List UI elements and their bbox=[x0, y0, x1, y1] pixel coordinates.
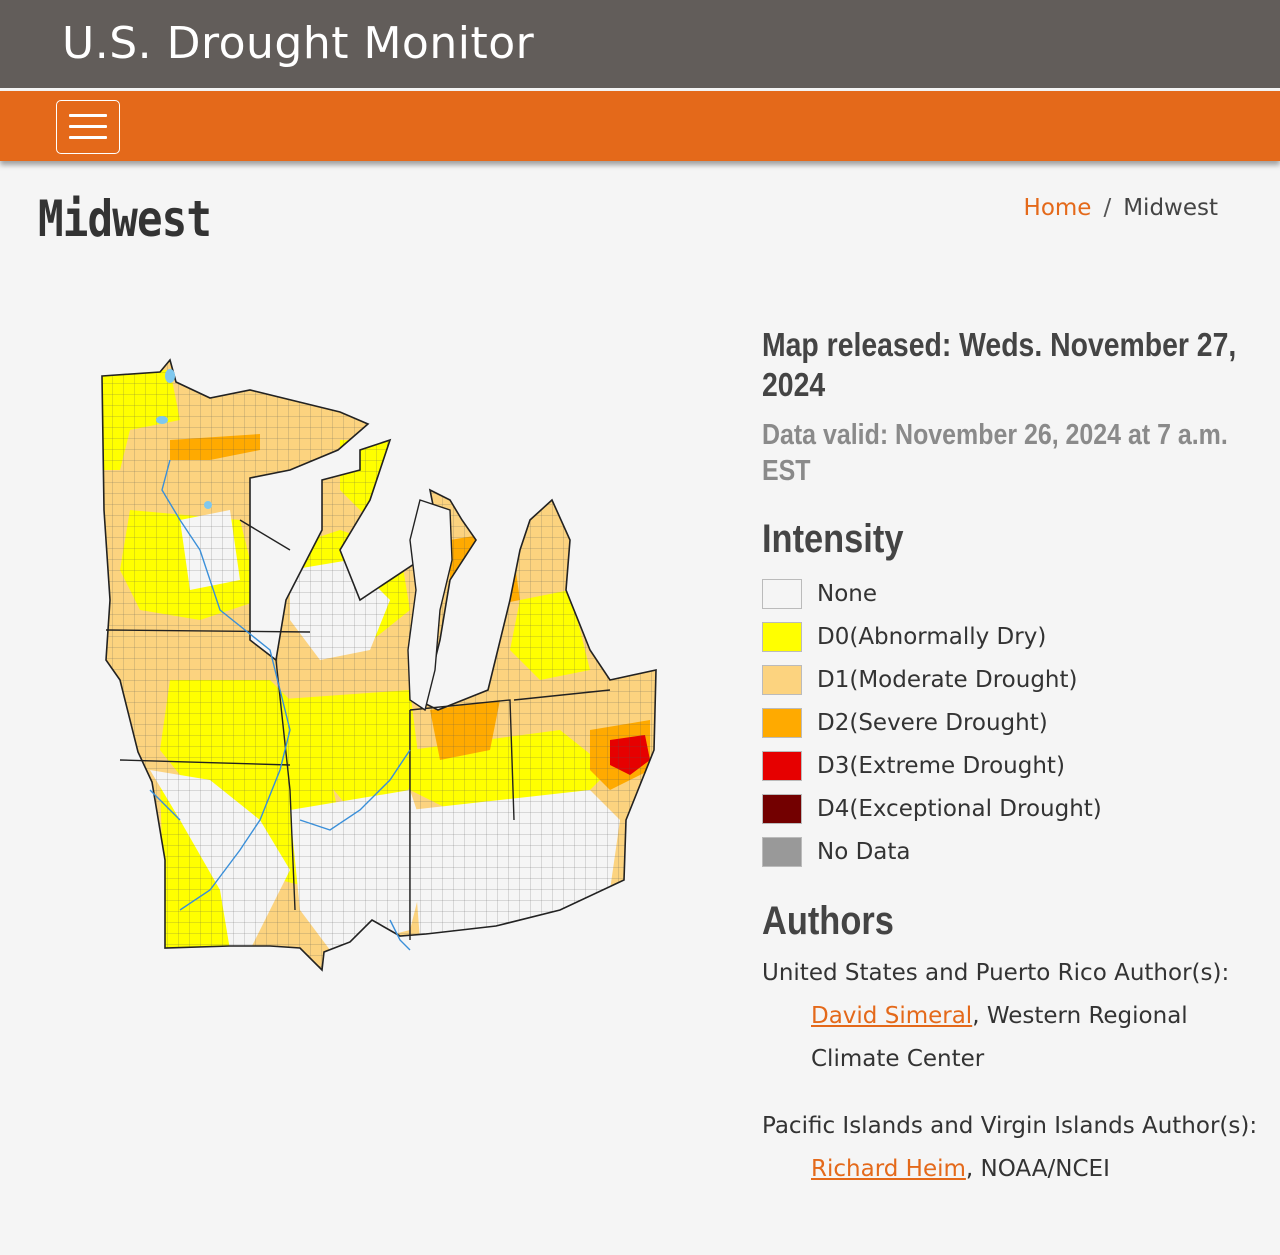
legend-desc: (Severe Drought) bbox=[849, 709, 1048, 736]
site-header: U.S. Drought Monitor bbox=[0, 0, 1280, 88]
author-link-richard-heim[interactable]: Richard Heim bbox=[811, 1156, 966, 1182]
legend-desc: (Extreme Drought) bbox=[849, 752, 1065, 779]
breadcrumb-separator: / bbox=[1103, 195, 1112, 221]
legend-item-d1: D1 (Moderate Drought) bbox=[762, 658, 1262, 701]
map-info-panel: Map released: Weds. November 27, 2024 Da… bbox=[762, 325, 1262, 1191]
hamburger-menu-icon[interactable] bbox=[56, 100, 120, 154]
legend-desc: (Moderate Drought) bbox=[849, 666, 1078, 693]
legend-code: D3 bbox=[817, 752, 850, 779]
legend-desc: (Exceptional Drought) bbox=[849, 795, 1102, 822]
legend-desc: (Abnormally Dry) bbox=[849, 623, 1047, 650]
legend-swatch-d0 bbox=[762, 621, 802, 652]
legend-item-none: None bbox=[762, 572, 1262, 615]
breadcrumb-home-link[interactable]: Home bbox=[1023, 195, 1092, 221]
intensity-heading: Intensity bbox=[762, 517, 904, 561]
legend-swatch-d4 bbox=[762, 793, 802, 824]
legend-item-d2: D2 (Severe Drought) bbox=[762, 701, 1262, 744]
authors-group-pacific: Pacific Islands and Virgin Islands Autho… bbox=[762, 1105, 1262, 1191]
map-released-text: Map released: Weds. November 27, 2024 bbox=[762, 326, 1237, 403]
author-link-david-simeral[interactable]: David Simeral bbox=[811, 1003, 973, 1029]
legend-item-d0: D0 (Abnormally Dry) bbox=[762, 615, 1262, 658]
legend-code: D0 bbox=[817, 623, 850, 650]
legend-item-d3: D3 (Extreme Drought) bbox=[762, 744, 1262, 787]
drought-map[interactable] bbox=[90, 350, 690, 990]
drought-map-graphic bbox=[101, 359, 657, 971]
breadcrumb-current: Midwest bbox=[1123, 195, 1218, 221]
legend-swatch-d2 bbox=[762, 707, 802, 738]
legend-label: None bbox=[817, 580, 878, 607]
authors-heading: Authors bbox=[762, 899, 894, 943]
legend-swatch-none bbox=[762, 578, 802, 609]
breadcrumb: Home / Midwest bbox=[1024, 195, 1218, 221]
intensity-legend: None D0 (Abnormally Dry) D1 (Moderate Dr… bbox=[762, 572, 1262, 873]
legend-item-d4: D4 (Exceptional Drought) bbox=[762, 787, 1262, 830]
legend-swatch-d1 bbox=[762, 664, 802, 695]
authors-group-label: Pacific Islands and Virgin Islands Autho… bbox=[762, 1113, 1258, 1139]
legend-code: D4 bbox=[817, 795, 850, 822]
legend-label: No Data bbox=[817, 838, 911, 865]
legend-code: D1 bbox=[817, 666, 850, 693]
author-entry: Richard Heim, NOAA/NCEI bbox=[762, 1148, 1262, 1191]
legend-swatch-no-data bbox=[762, 836, 802, 867]
navbar bbox=[0, 91, 1280, 161]
legend-swatch-d3 bbox=[762, 750, 802, 781]
legend-item-no-data: No Data bbox=[762, 830, 1262, 873]
authors-group-us: United States and Puerto Rico Author(s):… bbox=[762, 952, 1262, 1081]
author-affiliation: , NOAA/NCEI bbox=[965, 1156, 1110, 1182]
author-affiliation: , Western Regional Climate Center bbox=[811, 1003, 1188, 1072]
authors-group-label: United States and Puerto Rico Author(s): bbox=[762, 960, 1230, 986]
site-title[interactable]: U.S. Drought Monitor bbox=[62, 18, 535, 69]
legend-code: D2 bbox=[817, 709, 850, 736]
data-valid-text: Data valid: November 26, 2024 at 7 a.m. … bbox=[762, 419, 1228, 487]
author-entry: David Simeral, Western Regional Climate … bbox=[762, 995, 1262, 1081]
page-title: Midwest bbox=[38, 190, 212, 248]
